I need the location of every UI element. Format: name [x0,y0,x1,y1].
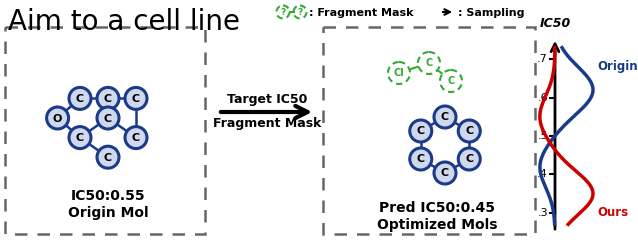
Text: O: O [53,114,63,124]
Text: C: C [465,155,473,164]
Circle shape [410,120,432,142]
Text: C: C [76,133,84,143]
Circle shape [47,107,69,129]
Text: ?: ? [280,8,286,17]
Circle shape [125,87,147,109]
FancyBboxPatch shape [323,27,535,234]
Text: .5: .5 [537,131,548,141]
Circle shape [125,127,147,149]
Text: C: C [132,94,140,104]
Circle shape [388,62,410,84]
Text: : Sampling: : Sampling [458,7,524,18]
Text: C: C [104,114,112,124]
Text: C: C [447,77,455,86]
Text: Ours: Ours [597,206,628,219]
Text: Origin Mol: Origin Mol [68,206,148,220]
Text: Cl: Cl [394,68,404,78]
Text: .4: .4 [537,169,548,179]
Circle shape [410,148,432,170]
Text: C: C [76,94,84,104]
Text: C: C [417,126,425,137]
Text: Aim to a cell line: Aim to a cell line [8,8,240,36]
Text: C: C [132,133,140,143]
Text: Pred IC50:0.45: Pred IC50:0.45 [379,201,495,215]
FancyBboxPatch shape [5,27,205,234]
Text: .3: .3 [537,208,548,218]
Text: : Fragment Mask: : Fragment Mask [309,7,413,18]
Text: Optimized Mols: Optimized Mols [377,218,497,232]
Text: .7: .7 [537,54,548,64]
Text: C: C [426,59,433,68]
Text: C: C [465,126,473,137]
Circle shape [434,162,456,184]
Text: IC50: IC50 [539,17,570,30]
Circle shape [434,106,456,128]
Text: C: C [441,113,449,122]
Text: C: C [104,94,112,104]
Circle shape [418,52,440,74]
Text: ?: ? [297,8,302,17]
Text: Fragment Mask: Fragment Mask [213,118,321,131]
Circle shape [97,87,119,109]
Circle shape [97,146,119,168]
Circle shape [440,70,462,92]
Circle shape [97,107,119,129]
Text: C: C [441,168,449,179]
Text: .6: .6 [537,93,548,103]
Text: IC50:0.55: IC50:0.55 [71,189,145,203]
Circle shape [458,148,480,170]
Circle shape [69,87,91,109]
Text: C: C [104,153,112,163]
Circle shape [458,120,480,142]
Text: C: C [417,155,425,164]
Text: Origin: Origin [597,60,637,73]
Circle shape [69,127,91,149]
Text: Target IC50: Target IC50 [227,94,307,107]
